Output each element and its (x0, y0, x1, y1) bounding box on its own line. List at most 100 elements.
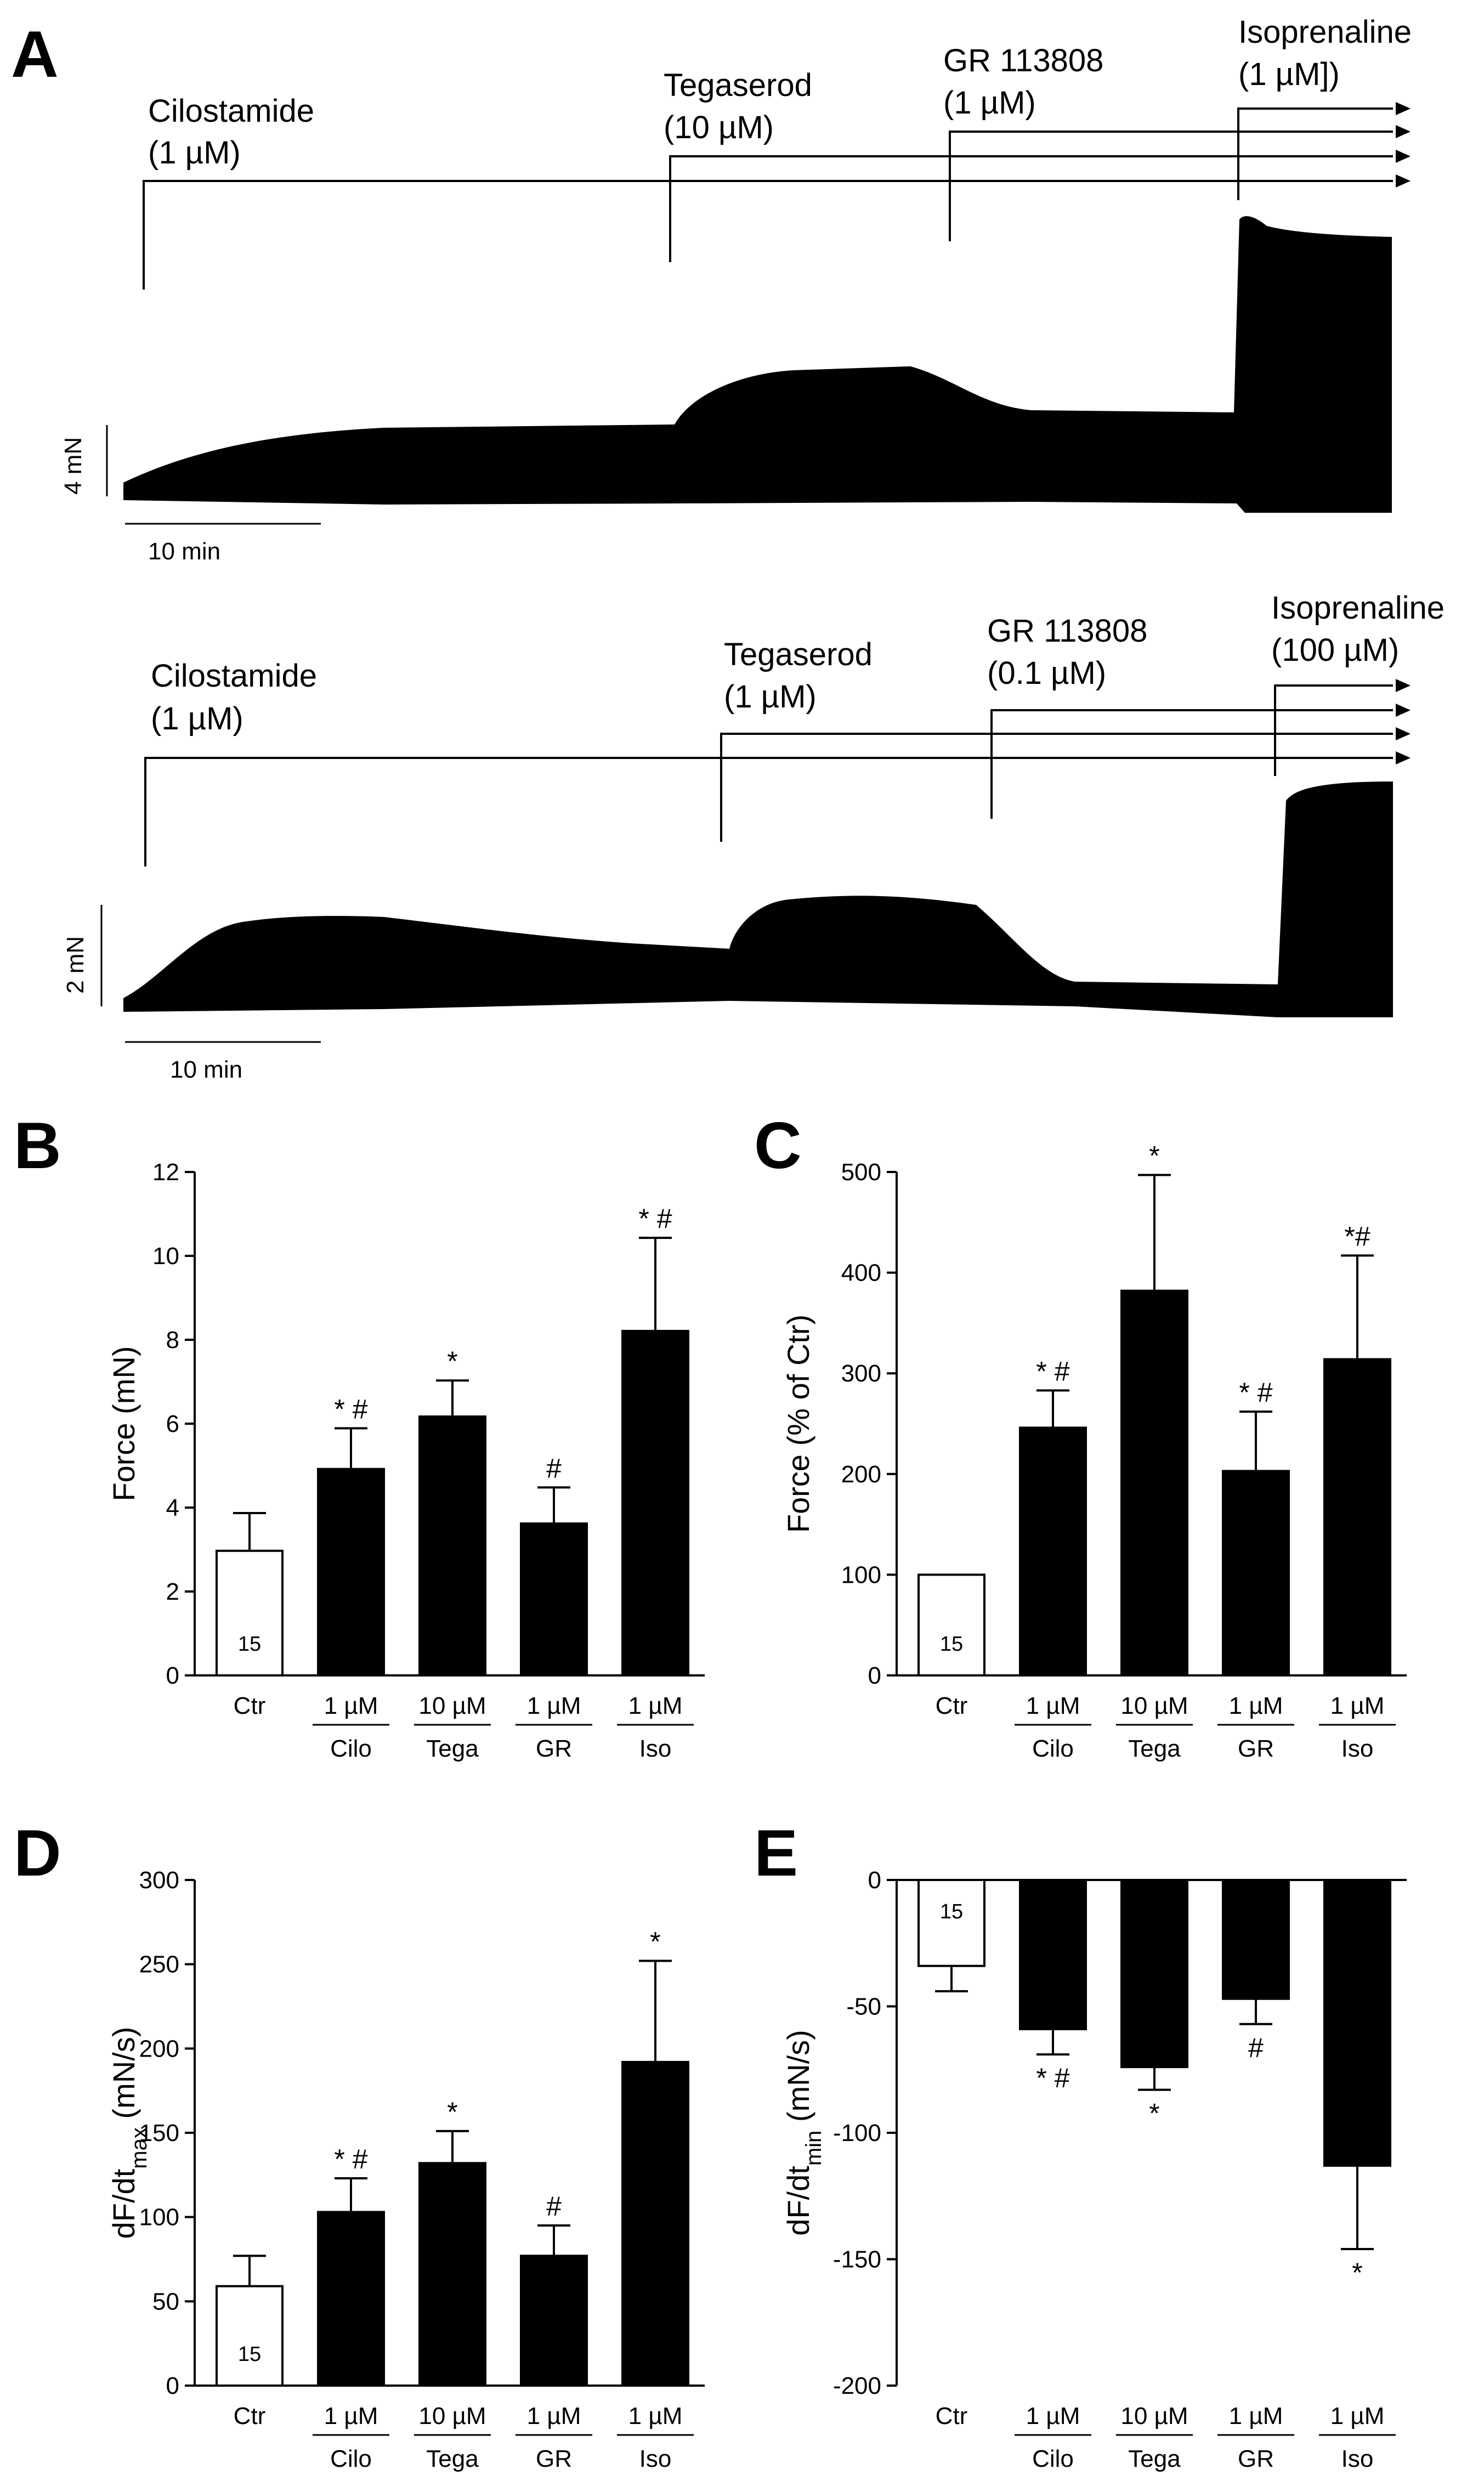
chart-e-y-tick-label: -200 (833, 2372, 881, 2399)
chart-c-y-tick-label: 0 (868, 1662, 881, 1689)
chart-b-y-tick-label: 0 (166, 1662, 179, 1689)
chart-b-n-label: 15 (441, 1633, 464, 1656)
trace1-cilostamide-label: Cilostamide (148, 93, 314, 129)
chart-e-category-label: 1 µM (1026, 2403, 1080, 2429)
chart-d-n-label: 15 (339, 2343, 362, 2366)
chart-e-bar (1323, 1879, 1391, 2167)
chart-d-category-sublabel: Cilo (330, 2445, 372, 2472)
chart-c-n-label: 15 (1143, 1633, 1166, 1656)
trace1-gr113808-label: GR 113808 (943, 43, 1103, 78)
chart-b-category-label: 1 µM (324, 1692, 378, 1719)
chart-c-bar (917, 1573, 985, 1677)
chart-b-y-tick-label: 12 (152, 1159, 179, 1186)
chart-b-n-label: 11 (543, 1633, 564, 1656)
chart-d-y-tick-label: 50 (152, 2288, 179, 2315)
chart-e-n-label: 6 (1351, 1900, 1363, 1923)
chart-c-significance-mark: * (1149, 1141, 1159, 1171)
chart-d-y-tick-label: 300 (139, 1867, 179, 1894)
chart-e-category-label: Ctr (936, 2403, 968, 2429)
chart-d-y-tick-label: 0 (166, 2372, 179, 2399)
chart-e-category-sublabel: Iso (1341, 2445, 1374, 2472)
chart-d-n-label: 15 (238, 2343, 261, 2366)
chart-b-significance-mark: * # (638, 1203, 672, 1234)
chart-e-n-label: 15 (940, 1900, 963, 1923)
chart-d-significance-mark: * # (334, 2144, 367, 2174)
trace1-application-lines (143, 107, 1393, 290)
chart-e-category-sublabel: GR (1238, 2445, 1274, 2472)
chart-d-n-label: 6 (649, 2343, 661, 2366)
chart-b-y-tick-label: 10 (152, 1243, 179, 1270)
chart-e-n-label: 15 (1143, 1900, 1166, 1923)
chart-c-y-tick-label: 400 (841, 1260, 881, 1287)
chart-d-y-axis-label: dF/dtmax (mN/s) (106, 2027, 151, 2239)
trace1-cilostamide-conc: (1 µM) (148, 135, 241, 171)
chart-e-category-label: 1 µM (1330, 2403, 1385, 2429)
trace2-gr113808-conc: (0.1 µM) (987, 655, 1106, 691)
chart-c-n-label: 6 (1351, 1633, 1363, 1656)
trace2-tegaserod-conc: (1 µM) (724, 679, 817, 715)
panel-letter-b: B (14, 1109, 61, 1182)
chart-e-y-axis-label: dF/dtmin (mN/s) (781, 2030, 826, 2236)
trace2-gr113808-label: GR 113808 (987, 613, 1147, 649)
chart-e-y-tick-label: -100 (833, 2120, 881, 2146)
chart-panel-b: 0 2 4 6 8 10 12 Force (mN) 15 Ctr * # 15 1 µM Cilo * 15… (106, 1159, 705, 1762)
trace1-isoprenaline-conc: (1 µM]) (1238, 56, 1340, 92)
trace1-isoprenaline-label: Isoprenaline (1238, 14, 1412, 50)
trace1-force-scale-label: 4 mN (60, 437, 87, 495)
chart-e-category-label: 10 µM (1120, 2403, 1188, 2429)
chart-c-y-tick-label: 200 (841, 1461, 881, 1488)
chart-b-category-sublabel: Iso (639, 1735, 672, 1762)
chart-e-significance-mark: # (1248, 2032, 1264, 2063)
trace1-tegaserod-label: Tegaserod (664, 67, 812, 103)
chart-e-bar (1222, 1879, 1290, 2000)
chart-b-category-label: Ctr (234, 1692, 266, 1719)
chart-c-category-sublabel: Iso (1341, 1735, 1374, 1762)
chart-d-y-tick-label: 250 (139, 1951, 179, 1978)
chart-d-bar (520, 2255, 588, 2387)
chart-c-bar (1120, 1289, 1188, 1677)
chart-d-bar (621, 2060, 689, 2387)
chart-b-y-tick-label: 4 (166, 1494, 179, 1521)
chart-d-y-tick-label: 200 (139, 2035, 179, 2062)
chart-c-n-label: 15 (1041, 1633, 1064, 1656)
trace2-isoprenaline-conc: (100 µM) (1271, 632, 1399, 668)
panel-letter-c: C (754, 1109, 802, 1182)
chart-e-category-sublabel: Cilo (1032, 2445, 1074, 2472)
chart-c-category-label: 1 µM (1026, 1692, 1080, 1719)
chart-e-n-label: 15 (1041, 1900, 1064, 1923)
chart-b-y-tick-label: 8 (166, 1327, 179, 1353)
chart-d-significance-mark: * (650, 1927, 660, 1957)
trace2-arrowheads (1396, 679, 1411, 764)
chart-e-y-tick-label: -50 (846, 1993, 881, 2020)
chart-b-category-sublabel: Tega (426, 1735, 479, 1762)
chart-d-n-label: 15 (441, 2343, 464, 2366)
chart-c-bar (1019, 1426, 1087, 1677)
chart-b-significance-mark: * (447, 1346, 457, 1377)
chart-d-bar (317, 2211, 385, 2387)
chart-d-y-tick-label: 150 (139, 2120, 179, 2146)
chart-b-y-tick-label: 6 (166, 1411, 179, 1437)
chart-b-n-label: 15 (238, 1633, 261, 1656)
chart-c-category-label: Ctr (936, 1692, 968, 1719)
chart-c-category-sublabel: Tega (1128, 1735, 1181, 1762)
chart-c-category-label: 10 µM (1120, 1692, 1188, 1719)
chart-d-bar (216, 2285, 284, 2387)
chart-b-bar (216, 1549, 284, 1677)
chart-d-category-label: 1 µM (628, 2403, 683, 2429)
trace2-isoprenaline-label: Isoprenaline (1271, 590, 1445, 626)
chart-c-significance-mark: * # (1036, 1356, 1069, 1386)
chart-e-significance-mark: * (1149, 2098, 1159, 2129)
chart-d-category-sublabel: Tega (426, 2445, 479, 2472)
chart-d-category-sublabel: GR (536, 2445, 572, 2472)
trace1-gr113808-conc: (1 µM) (943, 85, 1036, 121)
trace2-tegaserod-label: Tegaserod (724, 637, 873, 672)
trace2-force-record (123, 781, 1393, 1017)
chart-c-y-tick-label: 100 (841, 1561, 881, 1588)
chart-c-n-label: 15 (940, 1633, 963, 1656)
panel-letter-d: D (14, 1816, 61, 1890)
chart-b-category-label: 10 µM (418, 1692, 486, 1719)
chart-e-significance-mark: * # (1036, 2063, 1069, 2093)
trace2-force-scale-label: 2 mN (62, 936, 89, 994)
